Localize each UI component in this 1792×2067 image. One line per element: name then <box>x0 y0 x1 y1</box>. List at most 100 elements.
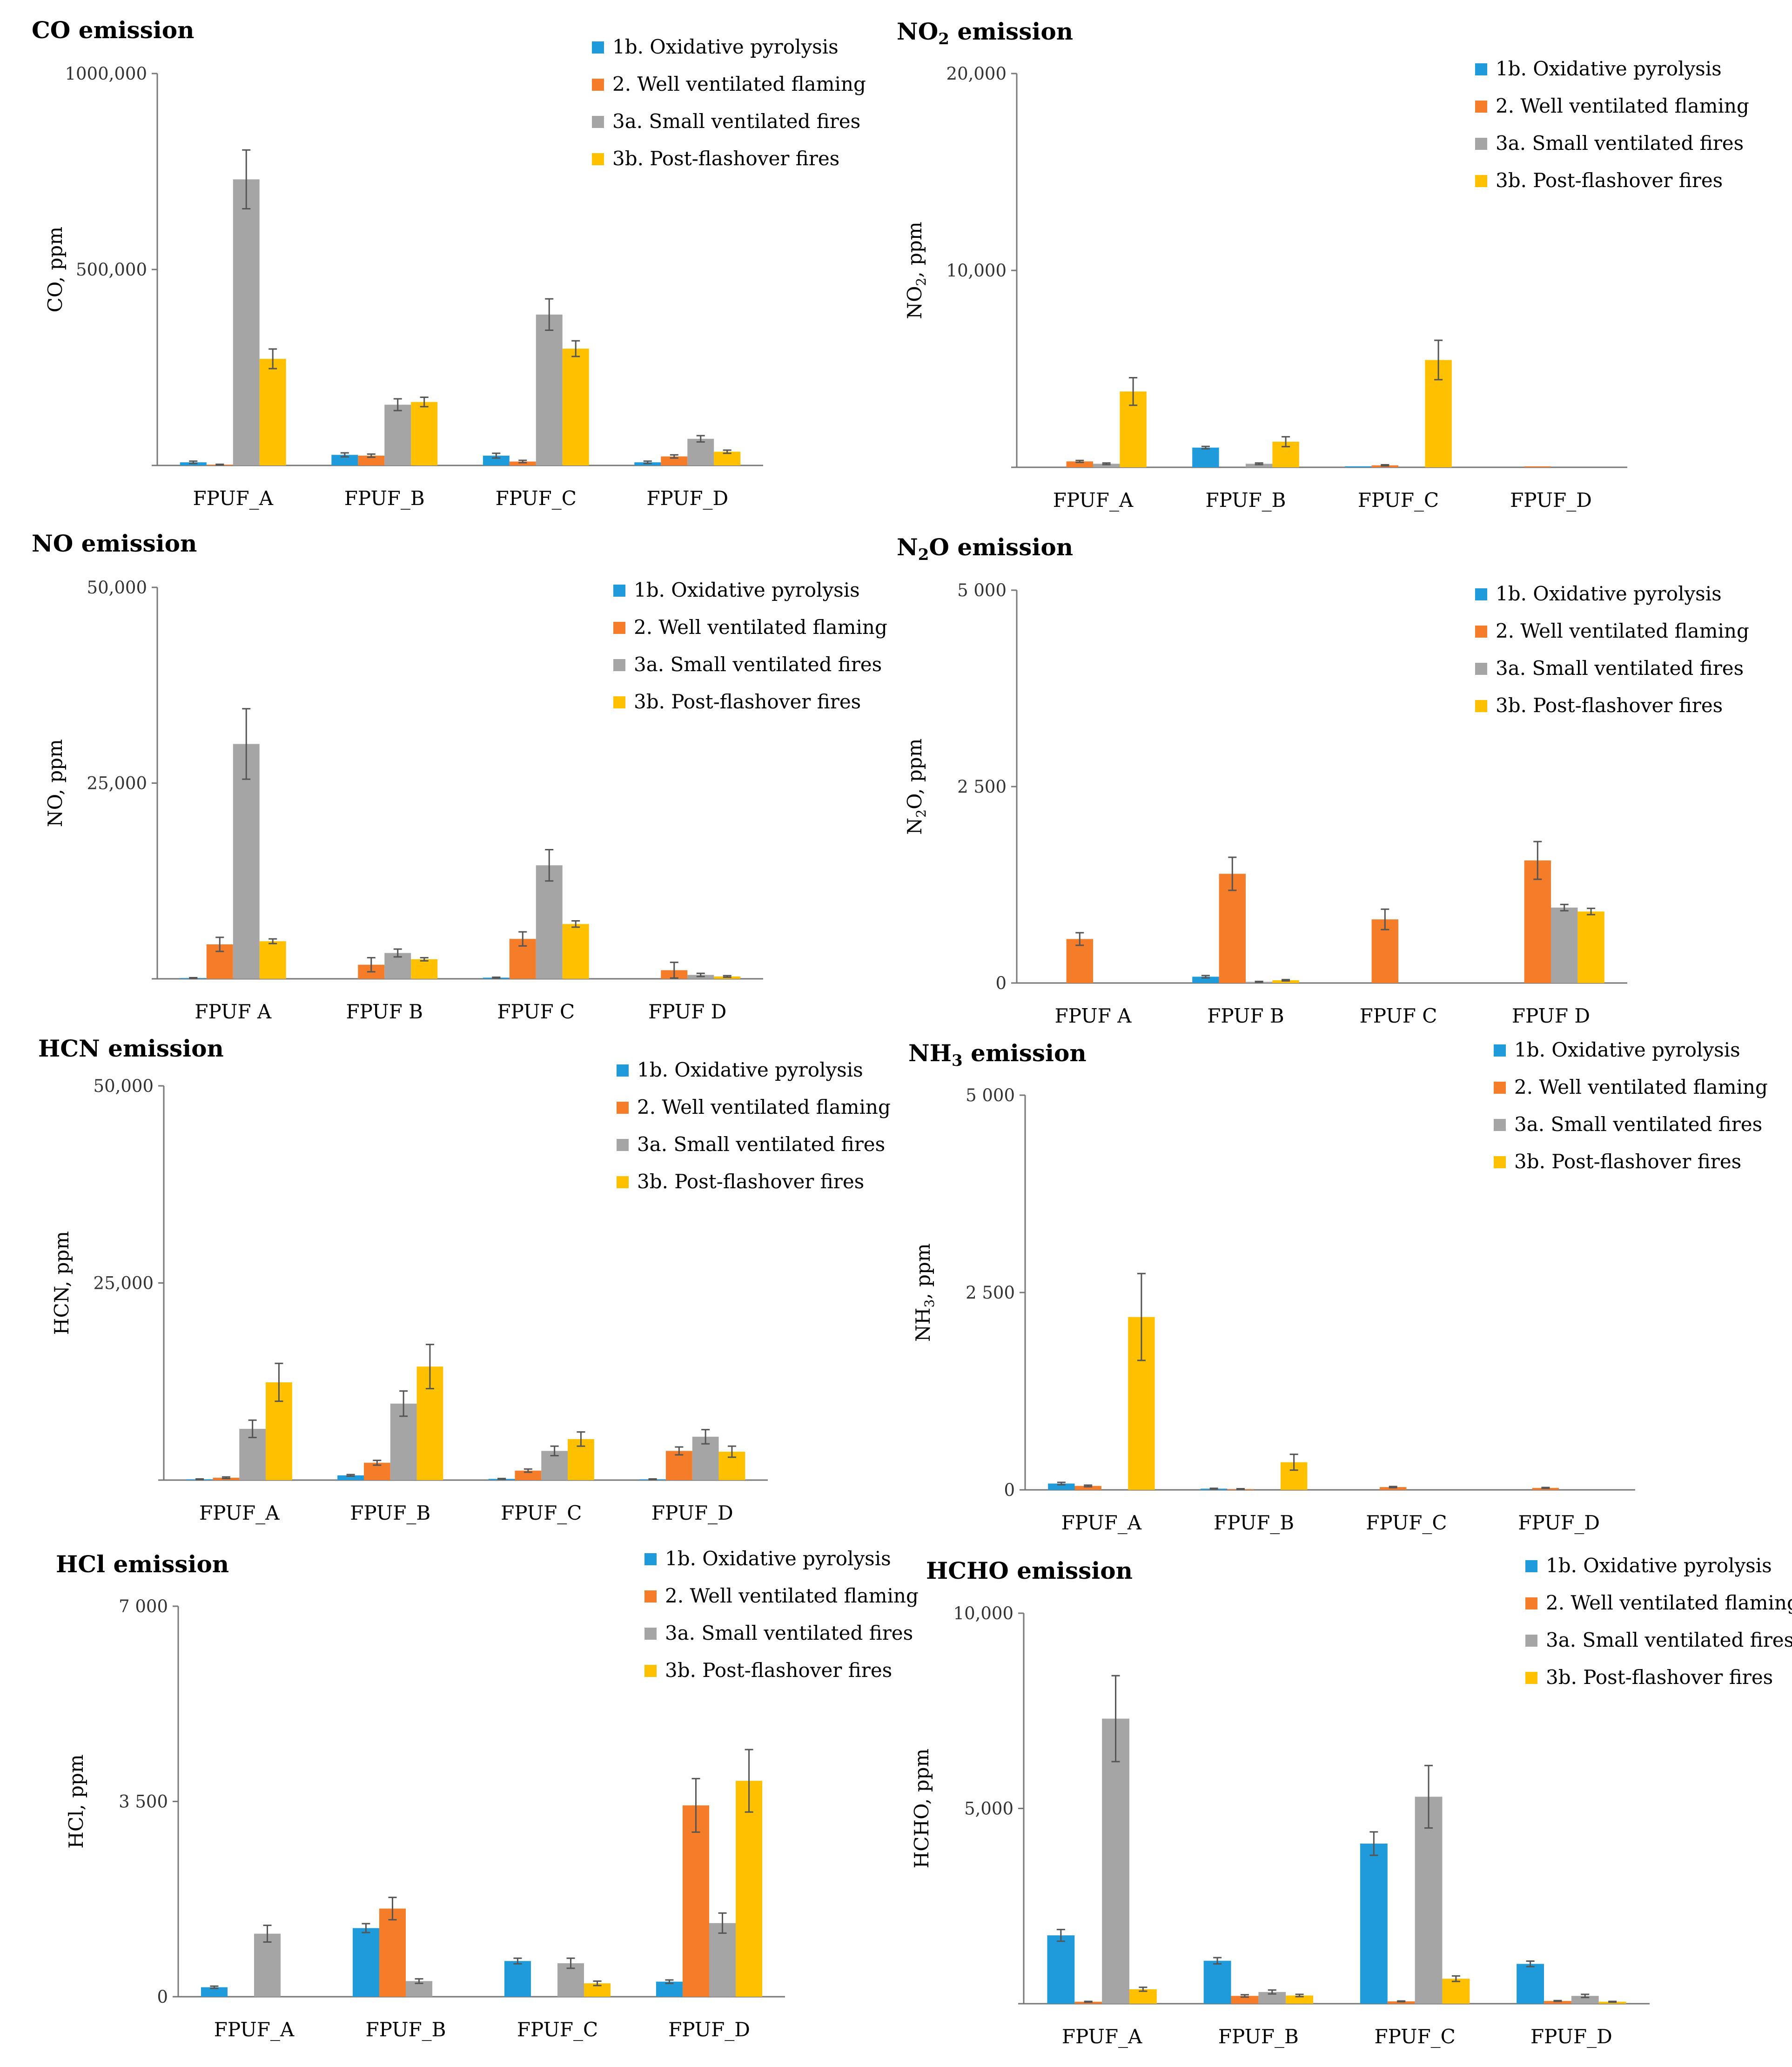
chart-5-y-tick-label: 25,000 <box>94 1273 154 1293</box>
chart-1-bar-fpuf-b-1b-oxidative-pyrolysis <box>331 455 358 465</box>
chart-3-category-label-fpuf-a: FPUF A <box>195 1000 272 1023</box>
chart-8-legend-swatch-3b-post-flashover-fires <box>1525 1672 1537 1684</box>
chart-8-legend-label-3b-post-flashover-fires: 3b. Post-flashover fires <box>1546 1666 1773 1689</box>
chart-1-bar-fpuf-d-3b-post-flashover-fires <box>714 451 741 465</box>
chart-6-y-tick-label: 5 000 <box>966 1085 1015 1105</box>
chart-3-legend-label-3b-post-flashover-fires: 3b. Post-flashover fires <box>634 690 861 713</box>
chart-7-legend-swatch-1b-oxidative-pyrolysis <box>644 1553 657 1565</box>
chart-3-legend-swatch-2-well-ventilated-flaming <box>613 622 625 634</box>
chart-7-title-text: HCl emission <box>56 1550 229 1578</box>
chart-6-title: NH3 emission <box>908 1039 1087 1070</box>
chart-1-category-label-fpuf-d: FPUF_D <box>646 487 728 510</box>
chart-3-no-emission: NO emission 25,000 50,000 NO, ppm FPUF A FPUF… <box>32 530 887 1023</box>
chart-6-category-label-fpuf-b: FPUF_B <box>1214 1511 1294 1534</box>
chart-8-y-tick-label: 10,000 <box>953 1603 1013 1623</box>
chart-3-title-text: NO emission <box>32 530 197 557</box>
chart-4-bar-fpuf-d-2-well-ventilated-flaming <box>1524 860 1551 983</box>
chart-1-bar-fpuf-b-3a-small-ventilated-fires <box>384 404 411 465</box>
chart-6-legend-label-1b-oxidative-pyrolysis: 1b. Oxidative pyrolysis <box>1514 1038 1740 1061</box>
chart-6-y-axis-label-subscript: 3 <box>922 1299 937 1308</box>
chart-8-bar-fpuf-c-2-well-ventilated-flaming <box>1387 2001 1415 2004</box>
chart-6-title-rest: emission <box>963 1039 1087 1067</box>
chart-4-y-axis-label-subscript: 2 <box>913 809 929 818</box>
chart-8-bar-fpuf-c-3b-post-flashover-fires <box>1442 1979 1470 2004</box>
chart-7-bar-fpuf-c-1b-oxidative-pyrolysis <box>504 1961 531 1997</box>
chart-1-legend-swatch-3b-post-flashover-fires <box>592 153 604 165</box>
chart-1-legend-swatch-1b-oxidative-pyrolysis <box>592 41 604 54</box>
chart-1-legend-label-3b-post-flashover-fires: 3b. Post-flashover fires <box>612 147 839 170</box>
chart-6-legend: 1b. Oxidative pyrolysis 2. Well ventilate… <box>1494 1038 1768 1173</box>
chart-1-title-text: CO emission <box>32 16 194 44</box>
chart-2-y-tick-label: 20,000 <box>946 64 1007 84</box>
chart-1-co-emission: CO emission 500,000 1000,000 CO, ppm FPUF_A F… <box>32 16 866 510</box>
chart-5-category-label-fpuf-a: FPUF_A <box>199 1501 280 1524</box>
chart-8-bar-fpuf-b-1b-oxidative-pyrolysis <box>1203 1960 1231 2004</box>
chart-6-bar-fpuf-c-2-well-ventilated-flaming <box>1380 1487 1407 1490</box>
chart-8-legend-label-3a-small-ventilated-fires: 3a. Small ventilated fires <box>1546 1629 1792 1651</box>
chart-8-category-label-fpuf-a: FPUF_A <box>1062 2025 1142 2048</box>
chart-1-legend-label-1b-oxidative-pyrolysis: 1b. Oxidative pyrolysis <box>612 35 839 58</box>
chart-4-category-label-fpuf-d: FPUF D <box>1512 1004 1590 1027</box>
chart-1-bar-fpuf-c-3a-small-ventilated-fires <box>536 314 563 465</box>
chart-4-bar-fpuf-b-2-well-ventilated-flaming <box>1219 874 1246 983</box>
chart-5-category-label-fpuf-c: FPUF_C <box>501 1501 582 1524</box>
chart-6-title-subscript: 3 <box>952 1051 963 1070</box>
chart-2-category-label-fpuf-a: FPUF_A <box>1053 489 1134 512</box>
chart-4-bar-fpuf-d-3b-post-flashover-fires <box>1577 911 1604 983</box>
chart-3-bar-fpuf-a-3b-post-flashover-fires <box>259 941 286 979</box>
chart-7-legend-swatch-3b-post-flashover-fires <box>644 1665 657 1677</box>
chart-7-y-tick-label: 0 <box>157 1987 168 2007</box>
chart-4-title-rest: O emission <box>929 533 1073 561</box>
chart-5-legend-label-3a-small-ventilated-fires: 3a. Small ventilated fires <box>637 1133 885 1156</box>
chart-2-legend-label-2-well-ventilated-flaming: 2. Well ventilated flaming <box>1496 94 1749 117</box>
chart-4-legend-swatch-1b-oxidative-pyrolysis <box>1475 588 1487 600</box>
chart-7-y-axis-label: HCl, ppm <box>65 1754 87 1849</box>
chart-8-legend-label-1b-oxidative-pyrolysis: 1b. Oxidative pyrolysis <box>1546 1554 1772 1577</box>
chart-3-legend: 1b. Oxidative pyrolysis 2. Well ventilate… <box>613 579 887 713</box>
chart-6-legend-swatch-2-well-ventilated-flaming <box>1494 1082 1506 1094</box>
chart-2-legend-label-3b-post-flashover-fires: 3b. Post-flashover fires <box>1496 169 1723 192</box>
chart-5-legend-label-1b-oxidative-pyrolysis: 1b. Oxidative pyrolysis <box>637 1058 863 1081</box>
chart-7-legend-label-3a-small-ventilated-fires: 3a. Small ventilated fires <box>665 1622 913 1644</box>
chart-3-legend-label-2-well-ventilated-flaming: 2. Well ventilated flaming <box>634 616 887 639</box>
chart-2-legend-label-3a-small-ventilated-fires: 3a. Small ventilated fires <box>1496 132 1744 155</box>
chart-3-bar-fpuf-a-3a-small-ventilated-fires <box>233 744 260 979</box>
chart-1-bar-fpuf-b-3b-post-flashover-fires <box>411 402 438 465</box>
chart-4-bar-fpuf-b-1b-oxidative-pyrolysis <box>1192 976 1219 983</box>
chart-3-bar-fpuf-c-3a-small-ventilated-fires <box>536 865 563 979</box>
chart-1-bar-fpuf-a-3a-small-ventilated-fires <box>233 179 260 466</box>
chart-2-title-rest: emission <box>949 18 1073 45</box>
chart-2-legend-label-1b-oxidative-pyrolysis: 1b. Oxidative pyrolysis <box>1496 57 1722 80</box>
chart-5-legend-swatch-1b-oxidative-pyrolysis <box>617 1064 629 1077</box>
chart-1-y-axis-label-text: CO, ppm <box>44 227 67 312</box>
chart-6-legend-swatch-3b-post-flashover-fires <box>1494 1156 1506 1168</box>
chart-3-legend-label-1b-oxidative-pyrolysis: 1b. Oxidative pyrolysis <box>634 579 860 601</box>
chart-3-y-axis-label-text: NO, ppm <box>44 739 67 827</box>
chart-3-y-axis-label: NO, ppm <box>44 739 67 827</box>
chart-4-y-axis-label-rest: O, ppm <box>903 739 926 809</box>
chart-5-legend-swatch-3a-small-ventilated-fires <box>617 1139 629 1151</box>
chart-7-y-tick-label: 3 500 <box>119 1792 168 1812</box>
chart-3-legend-label-3a-small-ventilated-fires: 3a. Small ventilated fires <box>634 653 882 676</box>
chart-8-bar-fpuf-a-1b-oxidative-pyrolysis <box>1047 1935 1075 2004</box>
chart-4-legend-label-2-well-ventilated-flaming: 2. Well ventilated flaming <box>1496 619 1749 642</box>
chart-7-legend-swatch-3a-small-ventilated-fires <box>644 1628 657 1640</box>
chart-2-bar-fpuf-d-2-well-ventilated-flaming <box>1524 466 1551 467</box>
chart-1-y-tick-label: 1000,000 <box>65 64 147 84</box>
chart-7-bar-fpuf-d-3a-small-ventilated-fires <box>709 1923 736 1997</box>
chart-8-legend-swatch-3a-small-ventilated-fires <box>1525 1635 1537 1647</box>
chart-7-category-label-fpuf-c: FPUF_C <box>517 2018 598 2041</box>
chart-4-y-tick-label: 0 <box>995 973 1007 993</box>
chart-8-y-tick-label: 5,000 <box>964 1799 1013 1819</box>
chart-7-bar-fpuf-a-3a-small-ventilated-fires <box>254 1933 281 1997</box>
chart-1-category-label-fpuf-b: FPUF_B <box>344 487 425 510</box>
chart-2-legend-swatch-1b-oxidative-pyrolysis <box>1475 63 1487 75</box>
chart-4-category-label-fpuf-b: FPUF B <box>1207 1004 1284 1027</box>
chart-2-title: NO2 emission <box>897 18 1073 48</box>
chart-8-category-label-fpuf-c: FPUF_C <box>1374 2025 1455 2048</box>
chart-1-bar-fpuf-d-2-well-ventilated-flaming <box>661 456 688 465</box>
